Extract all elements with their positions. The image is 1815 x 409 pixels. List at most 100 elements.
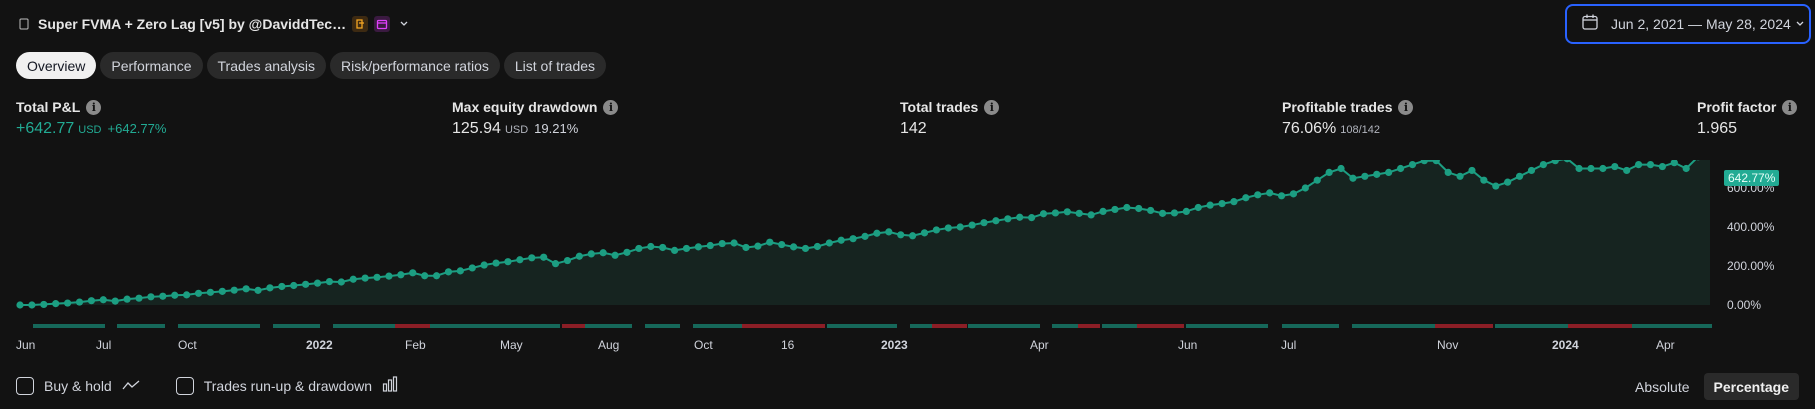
equity-point[interactable] [1242,194,1250,202]
equity-point[interactable] [456,267,464,275]
equity-point[interactable] [206,288,215,296]
equity-point[interactable] [397,271,405,279]
equity-point[interactable] [1289,190,1298,198]
tab-performance[interactable]: Performance [100,52,203,79]
equity-point[interactable] [218,287,226,295]
equity-point[interactable] [1623,166,1631,175]
equity-point[interactable] [123,295,131,303]
equity-point[interactable] [194,289,203,297]
equity-point[interactable] [468,264,476,272]
tab-risk-performance-ratios[interactable]: Risk/performance ratios [330,52,500,79]
equity-point[interactable] [1456,172,1464,180]
info-icon[interactable]: i [984,99,1000,115]
absolute-button[interactable]: Absolute [1635,378,1690,395]
buy-hold-checkbox[interactable] [16,376,34,395]
equity-point[interactable] [1682,164,1690,173]
equity-point[interactable] [266,284,274,292]
tab-list-of-trades[interactable]: List of trades [503,52,607,79]
equity-point[interactable] [1016,213,1024,221]
equity-point[interactable] [837,236,845,244]
equity-point[interactable] [1670,160,1678,167]
equity-point[interactable] [1301,184,1309,192]
equity-point[interactable] [1385,168,1393,176]
equity-point[interactable] [956,223,964,231]
equity-point[interactable] [1444,168,1452,176]
equity-point[interactable] [1004,215,1012,223]
info-icon[interactable]: i [603,99,619,115]
equity-point[interactable] [563,256,572,265]
equity-point[interactable] [409,269,417,277]
buy-hold-toggle[interactable]: Buy & hold [16,376,140,395]
equity-point[interactable] [1158,209,1167,217]
equity-point[interactable] [647,242,655,251]
equity-point[interactable] [1111,205,1119,214]
equity-point[interactable] [171,291,179,299]
equity-point[interactable] [635,244,643,253]
equity-point[interactable] [373,273,381,281]
tab-trades-analysis[interactable]: Trades analysis [206,52,327,79]
equity-chart[interactable]: Jun Jul Oct 2022 Feb May Aug Oct 16 2023 Apr Jun Jul… [0,160,1815,356]
equity-point[interactable] [1575,164,1583,173]
equity-point[interactable] [623,248,631,256]
equity-point[interactable] [111,297,119,305]
equity-point[interactable] [1123,203,1131,212]
equity-point[interactable] [1432,160,1440,165]
percentage-button[interactable]: Percentage [1703,373,1799,400]
equity-point[interactable] [159,292,167,300]
equity-point[interactable] [789,243,798,251]
equity-point[interactable] [968,221,976,229]
runup-drawdown-checkbox[interactable] [175,376,194,395]
equity-point[interactable] [575,252,583,260]
alert-icon[interactable] [352,16,369,32]
equity-point[interactable] [1396,164,1405,173]
equity-point[interactable] [1313,176,1321,184]
equity-point[interactable] [766,238,774,246]
equity-point[interactable] [1099,207,1107,215]
equity-point[interactable] [897,231,905,239]
equity-point[interactable] [670,246,679,254]
equity-point[interactable] [932,226,941,234]
equity-point[interactable] [230,286,238,294]
equity-point[interactable] [944,224,952,232]
equity-point[interactable] [313,279,322,287]
equity-point[interactable] [325,278,334,286]
equity-point[interactable] [516,256,524,264]
equity-point[interactable] [87,297,96,305]
equity-point[interactable] [873,229,881,237]
equity-point[interactable] [421,272,429,280]
equity-point[interactable] [1230,198,1238,206]
equity-point[interactable] [492,259,500,267]
date-range-picker[interactable]: Jun 2, 2021 — May 28, 2024 [1565,4,1811,44]
equity-point[interactable] [1646,161,1655,169]
info-icon[interactable]: i [86,99,102,115]
equity-point[interactable] [1373,170,1381,178]
equity-point[interactable] [861,232,869,240]
equity-point[interactable] [540,253,548,261]
equity-point[interactable] [1468,166,1476,175]
equity-point[interactable] [1361,172,1369,180]
equity-point[interactable] [706,241,714,250]
equity-point[interactable] [337,278,345,286]
info-icon[interactable]: i [1782,99,1798,115]
equity-point[interactable] [16,301,24,309]
equity-point[interactable] [361,274,369,282]
equity-point[interactable] [1539,161,1547,169]
equity-point[interactable] [1063,208,1071,216]
equity-point[interactable] [1051,209,1060,217]
equity-point[interactable] [1325,168,1333,176]
equity-point[interactable] [1587,164,1595,173]
equity-point[interactable] [1504,178,1512,186]
equity-point[interactable] [813,242,821,251]
equity-point[interactable] [254,286,262,294]
runup-drawdown-toggle[interactable]: Trades run-up & drawdown [175,376,398,395]
equity-point[interactable] [278,282,286,291]
equity-point[interactable] [28,301,36,309]
equity-point[interactable] [1087,211,1095,219]
equity-point[interactable] [992,217,1000,225]
equity-point[interactable] [659,243,667,252]
equity-point[interactable] [587,250,595,258]
equity-point[interactable] [718,239,726,248]
equity-point[interactable] [611,251,619,259]
equity-point[interactable] [64,299,72,307]
equity-point[interactable] [290,281,298,290]
